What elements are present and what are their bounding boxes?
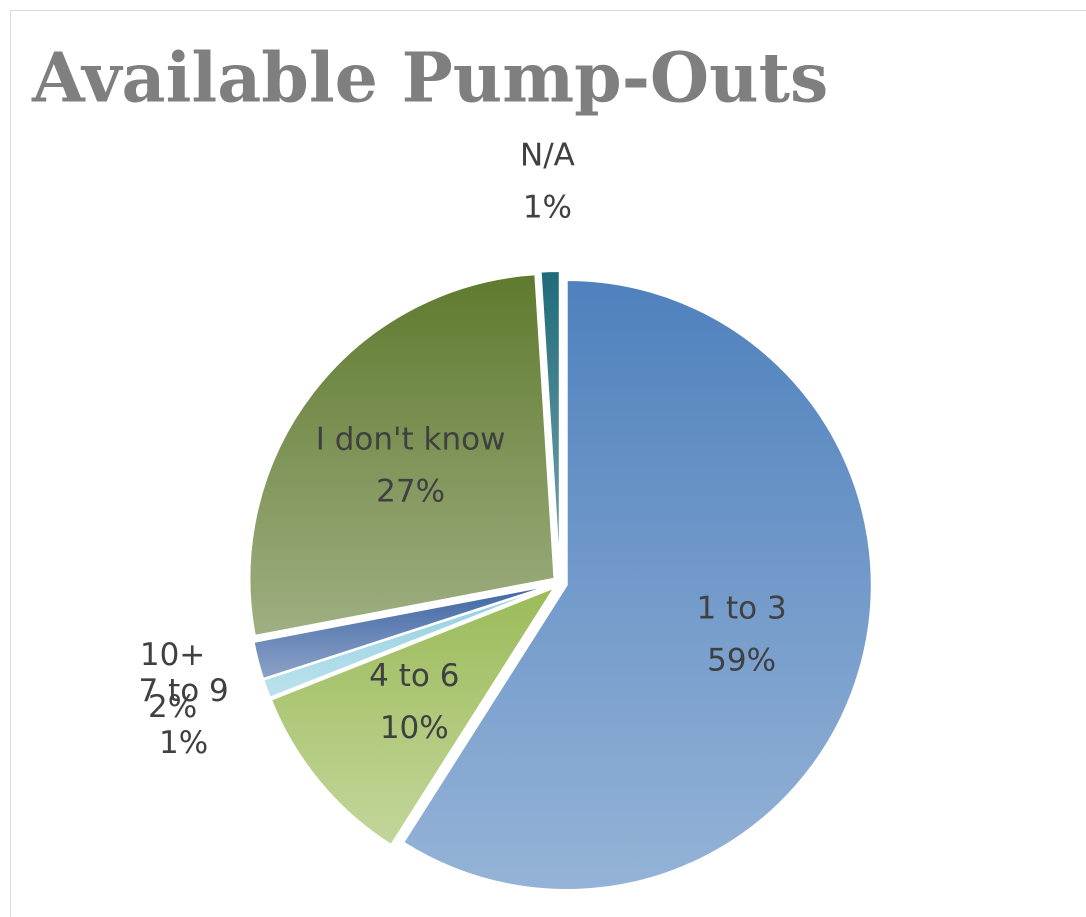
pie-slice (248, 273, 556, 638)
slice-value-label: 1% (523, 190, 572, 226)
slice-value-label: 59% (707, 642, 776, 678)
slice-category-label: 1 to 3 (696, 590, 786, 626)
slice-value-label: 1% (159, 725, 208, 761)
pie-slice (252, 583, 554, 681)
slice-category-label: 7 to 9 (139, 673, 229, 709)
slice-value-label: 27% (376, 474, 445, 510)
pie-slice (401, 278, 873, 891)
slice-category-label: N/A (520, 138, 575, 174)
slice-category-label: I don't know (316, 422, 506, 458)
pie-slice (539, 270, 561, 577)
slice-value-label: 10% (380, 710, 449, 746)
slice-category-label: 10+ (140, 637, 205, 673)
slice-value-label: 2% (148, 689, 197, 725)
pie-slice (269, 585, 558, 847)
slice-category-label: 4 to 6 (369, 658, 459, 694)
chart-title: Available Pump-Outs (31, 39, 828, 119)
